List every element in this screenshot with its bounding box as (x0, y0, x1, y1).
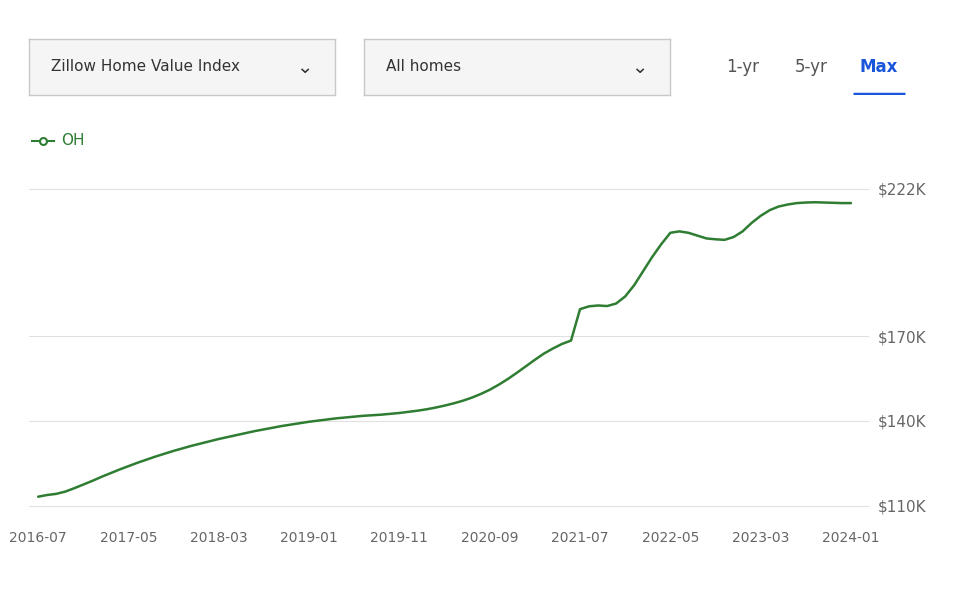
Text: Zillow Home Value Index: Zillow Home Value Index (50, 59, 240, 74)
Text: All homes: All homes (385, 59, 460, 74)
Text: 5-yr: 5-yr (794, 58, 827, 76)
Text: ⌄: ⌄ (631, 58, 648, 77)
Text: ⌄: ⌄ (296, 58, 313, 77)
Text: OH: OH (61, 133, 84, 148)
Text: 1-yr: 1-yr (726, 58, 759, 76)
Text: Max: Max (859, 58, 898, 76)
